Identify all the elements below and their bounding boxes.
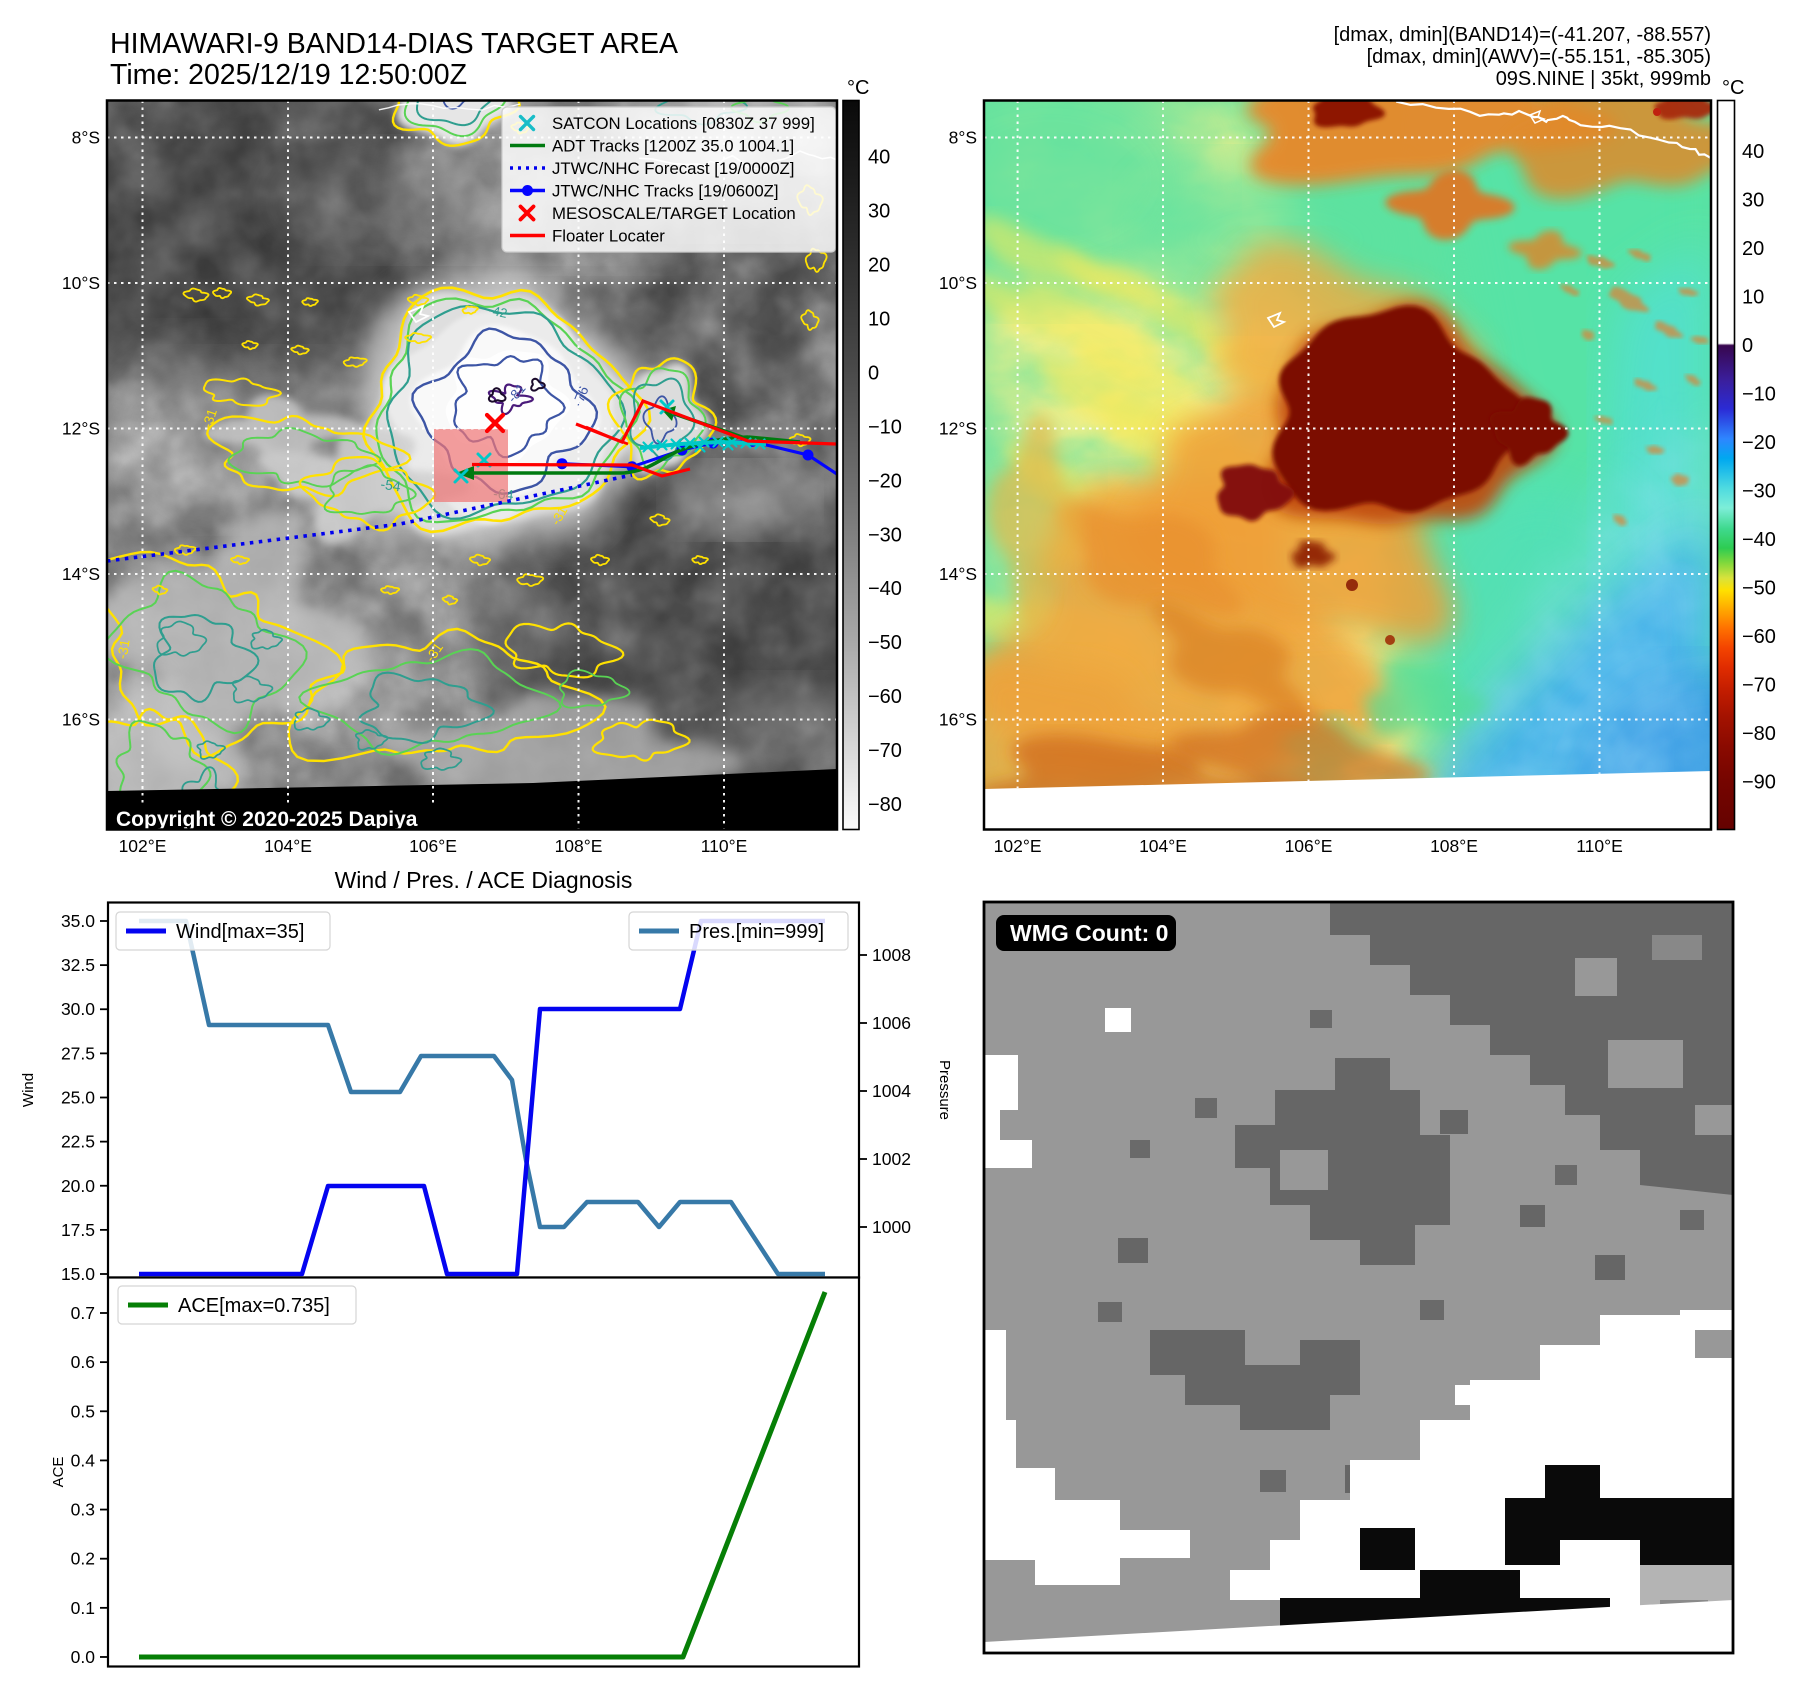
svg-text:0.3: 0.3 (71, 1500, 95, 1520)
svg-text:−40: −40 (1742, 529, 1776, 551)
svg-text:-76: -76 (569, 384, 591, 409)
svg-text:17.5: 17.5 (61, 1220, 95, 1240)
svg-text:1004: 1004 (872, 1081, 911, 1101)
svg-text:[dmax, dmin](AWV)=(-55.151, -8: [dmax, dmin](AWV)=(-55.151, -85.305) (1367, 46, 1711, 68)
svg-text:−20: −20 (1742, 432, 1776, 454)
svg-text:20.0: 20.0 (61, 1176, 95, 1196)
svg-text:°C: °C (1722, 77, 1744, 99)
svg-text:35.0: 35.0 (61, 911, 95, 931)
svg-text:−10: −10 (868, 416, 902, 438)
svg-text:Wind / Pres. / ACE Diagnosis: Wind / Pres. / ACE Diagnosis (335, 867, 633, 893)
svg-text:−80: −80 (1742, 723, 1776, 745)
svg-text:SATCON Locations [0830Z 37 999: SATCON Locations [0830Z 37 999] (552, 114, 815, 133)
svg-text:10: 10 (868, 309, 890, 331)
svg-text:JTWC/NHC Tracks [19/0600Z]: JTWC/NHC Tracks [19/0600Z] (552, 182, 779, 201)
svg-text:ADT Tracks [1200Z 35.0 1004.1]: ADT Tracks [1200Z 35.0 1004.1] (552, 137, 794, 156)
svg-text:-31: -31 (200, 407, 220, 430)
svg-text:14°S: 14°S (62, 564, 100, 584)
svg-text:1008: 1008 (872, 945, 911, 965)
svg-text:1006: 1006 (872, 1013, 911, 1033)
svg-text:108°E: 108°E (1430, 836, 1478, 856)
svg-text:8°S: 8°S (949, 128, 977, 148)
svg-text:0.2: 0.2 (71, 1549, 95, 1569)
svg-text:-31: -31 (114, 638, 132, 660)
svg-text:10°S: 10°S (939, 273, 977, 293)
svg-text:0.0: 0.0 (71, 1647, 96, 1667)
svg-text:10: 10 (1742, 287, 1764, 309)
svg-text:ACE[max=0.735]: ACE[max=0.735] (178, 1295, 330, 1317)
svg-text:0.1: 0.1 (71, 1598, 95, 1618)
svg-text:0.7: 0.7 (71, 1303, 95, 1323)
svg-text:1002: 1002 (872, 1149, 911, 1169)
svg-text:°C: °C (847, 77, 869, 99)
svg-text:20: 20 (868, 255, 890, 277)
svg-text:HIMAWARI-9 BAND14-DIAS TARGET: HIMAWARI-9 BAND14-DIAS TARGET AREA (110, 28, 678, 60)
svg-text:10°S: 10°S (62, 273, 100, 293)
svg-text:−80: −80 (868, 794, 902, 816)
svg-text:22.5: 22.5 (61, 1132, 95, 1152)
svg-text:30: 30 (868, 201, 890, 223)
svg-text:[dmax, dmin](BAND14)=(-41.207,: [dmax, dmin](BAND14)=(-41.207, -88.557) (1334, 24, 1711, 46)
svg-text:110°E: 110°E (701, 836, 748, 856)
svg-text:0.6: 0.6 (71, 1352, 95, 1372)
svg-text:16°S: 16°S (939, 710, 977, 730)
svg-text:30.0: 30.0 (61, 999, 95, 1019)
svg-text:−50: −50 (868, 632, 902, 654)
svg-text:0.4: 0.4 (71, 1450, 96, 1470)
svg-text:0: 0 (1742, 335, 1753, 357)
svg-text:−70: −70 (1742, 675, 1776, 697)
svg-text:Pres.[min=999]: Pres.[min=999] (689, 921, 824, 943)
svg-text:Pressure: Pressure (936, 1060, 953, 1120)
svg-text:WMG Count: 0: WMG Count: 0 (1010, 920, 1168, 946)
svg-text:-54: -54 (380, 476, 402, 495)
svg-text:106°E: 106°E (409, 836, 457, 856)
svg-text:0: 0 (868, 363, 879, 385)
svg-text:15.0: 15.0 (61, 1264, 95, 1284)
svg-text:16°S: 16°S (62, 710, 100, 730)
svg-text:−40: −40 (868, 578, 902, 600)
svg-text:110°E: 110°E (1576, 836, 1623, 856)
svg-text:Wind[max=35]: Wind[max=35] (176, 921, 304, 943)
svg-text:−50: −50 (1742, 578, 1776, 600)
svg-text:20: 20 (1742, 238, 1764, 260)
svg-text:−60: −60 (868, 686, 902, 708)
svg-text:−30: −30 (1742, 481, 1776, 503)
svg-text:−90: −90 (1742, 772, 1776, 794)
svg-text:27.5: 27.5 (61, 1043, 95, 1063)
svg-text:102°E: 102°E (994, 836, 1042, 856)
svg-text:14°S: 14°S (939, 564, 977, 584)
svg-text:ACE: ACE (50, 1457, 67, 1488)
svg-text:104°E: 104°E (1139, 836, 1187, 856)
svg-text:8°S: 8°S (72, 128, 100, 148)
svg-text:−30: −30 (868, 524, 902, 546)
svg-text:32.5: 32.5 (61, 955, 95, 975)
svg-text:−20: −20 (868, 470, 902, 492)
svg-text:−60: −60 (1742, 626, 1776, 648)
svg-text:Wind: Wind (20, 1073, 37, 1107)
svg-text:104°E: 104°E (264, 836, 312, 856)
svg-text:Floater Locater: Floater Locater (552, 227, 665, 246)
svg-text:1000: 1000 (872, 1217, 911, 1237)
svg-text:Time: 2025/12/19 12:50:00Z: Time: 2025/12/19 12:50:00Z (110, 59, 467, 91)
svg-text:Copyright © 2020-2025 Dapiya: Copyright © 2020-2025 Dapiya (116, 808, 418, 831)
svg-text:40: 40 (868, 147, 890, 169)
svg-text:30: 30 (1742, 190, 1764, 212)
svg-text:102°E: 102°E (119, 836, 167, 856)
svg-text:09S.NINE | 35kt, 999mb: 09S.NINE | 35kt, 999mb (1496, 68, 1711, 90)
svg-text:108°E: 108°E (555, 836, 603, 856)
svg-text:−70: −70 (868, 740, 902, 762)
svg-text:−10: −10 (1742, 384, 1776, 406)
svg-text:12°S: 12°S (62, 419, 100, 439)
svg-text:40: 40 (1742, 141, 1764, 163)
svg-text:0.5: 0.5 (71, 1401, 95, 1421)
svg-text:-42: -42 (487, 302, 509, 321)
svg-text:12°S: 12°S (939, 419, 977, 439)
svg-text:JTWC/NHC Forecast [19/0000Z]: JTWC/NHC Forecast [19/0000Z] (552, 159, 794, 178)
svg-text:MESOSCALE/TARGET Location: MESOSCALE/TARGET Location (552, 204, 796, 223)
svg-text:25.0: 25.0 (61, 1088, 95, 1108)
svg-text:106°E: 106°E (1285, 836, 1333, 856)
